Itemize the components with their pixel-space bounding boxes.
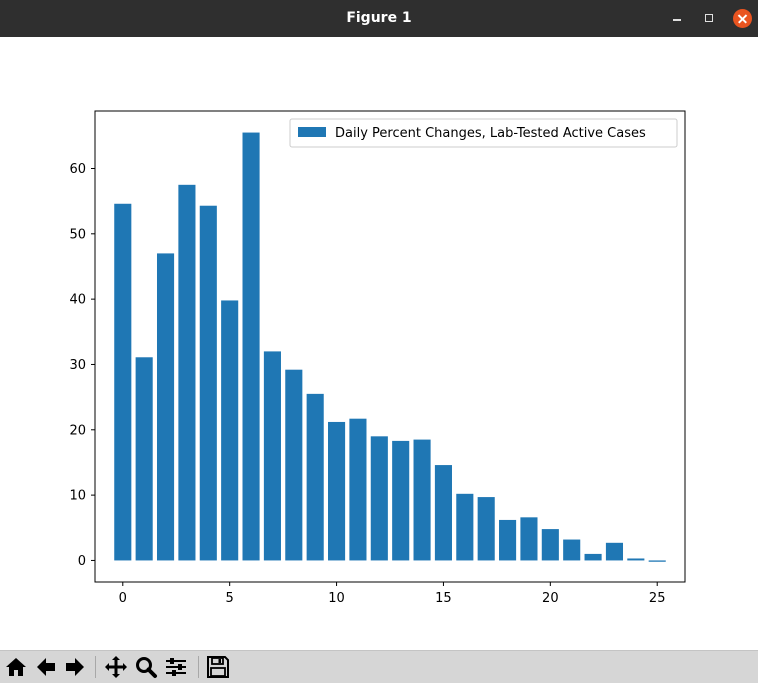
navigation-toolbar xyxy=(0,650,758,683)
pan-icon[interactable] xyxy=(103,654,129,680)
x-tick-label: 15 xyxy=(435,591,452,606)
bar xyxy=(221,300,239,561)
bar xyxy=(520,517,538,561)
bar-chart: 0 5 10 15 20 25 0 10 20 30 40 50 60 Daily Percent Cha… xyxy=(69,110,686,606)
legend: Daily Percent Changes, Lab-Tested Active… xyxy=(289,118,678,148)
bar xyxy=(242,132,260,561)
y-tick-label: 20 xyxy=(69,423,86,438)
figure-canvas: 0 5 10 15 20 25 0 10 20 30 40 50 60 Daily Percent Cha… xyxy=(0,37,758,650)
y-tick-label: 0 xyxy=(78,554,86,569)
home-icon[interactable] xyxy=(3,654,29,680)
y-tick-label: 60 xyxy=(69,162,86,177)
bar xyxy=(285,369,303,561)
bar xyxy=(328,421,346,561)
bar xyxy=(199,205,217,561)
bar xyxy=(648,560,666,562)
bar xyxy=(156,253,175,561)
bar xyxy=(370,436,388,561)
maximize-icon[interactable] xyxy=(700,9,718,27)
bar xyxy=(135,357,153,561)
bar xyxy=(178,184,196,561)
y-tick-label: 40 xyxy=(69,293,86,308)
toolbar-separator xyxy=(95,656,96,678)
axes-frame xyxy=(94,110,686,583)
bar xyxy=(456,493,474,561)
bar xyxy=(605,542,624,561)
y-tick-label: 10 xyxy=(69,489,86,504)
configure-subplots-icon[interactable] xyxy=(163,654,189,680)
bar xyxy=(413,439,431,561)
toolbar-separator xyxy=(198,656,199,678)
window-title: Figure 1 xyxy=(346,10,412,26)
x-tick-label: 25 xyxy=(649,591,666,606)
minimize-icon[interactable] xyxy=(668,9,686,27)
legend-swatch xyxy=(298,127,326,137)
bar xyxy=(584,553,602,561)
x-tick-label: 10 xyxy=(328,591,345,606)
zoom-icon[interactable] xyxy=(133,654,159,680)
bar xyxy=(563,539,581,561)
y-tick-label: 30 xyxy=(69,358,86,373)
x-tick-label: 5 xyxy=(226,591,234,606)
legend-label: Daily Percent Changes, Lab-Tested Active… xyxy=(335,126,646,141)
bar xyxy=(349,418,367,561)
save-icon[interactable] xyxy=(205,654,231,680)
forward-icon[interactable] xyxy=(62,654,88,680)
bar xyxy=(627,558,645,561)
close-icon[interactable] xyxy=(733,9,752,28)
back-icon[interactable] xyxy=(33,654,59,680)
bar xyxy=(392,440,410,561)
y-tick-label: 50 xyxy=(69,227,86,242)
bar xyxy=(263,351,281,561)
bar xyxy=(477,497,495,561)
legend-box xyxy=(289,118,678,148)
title-bar: Figure 1 xyxy=(0,0,758,37)
x-tick-label: 20 xyxy=(542,591,559,606)
bar xyxy=(306,393,324,561)
x-tick-label: 0 xyxy=(119,591,127,606)
bar xyxy=(541,529,559,561)
bar xyxy=(434,465,452,561)
bar xyxy=(114,203,132,561)
bar xyxy=(499,519,517,561)
